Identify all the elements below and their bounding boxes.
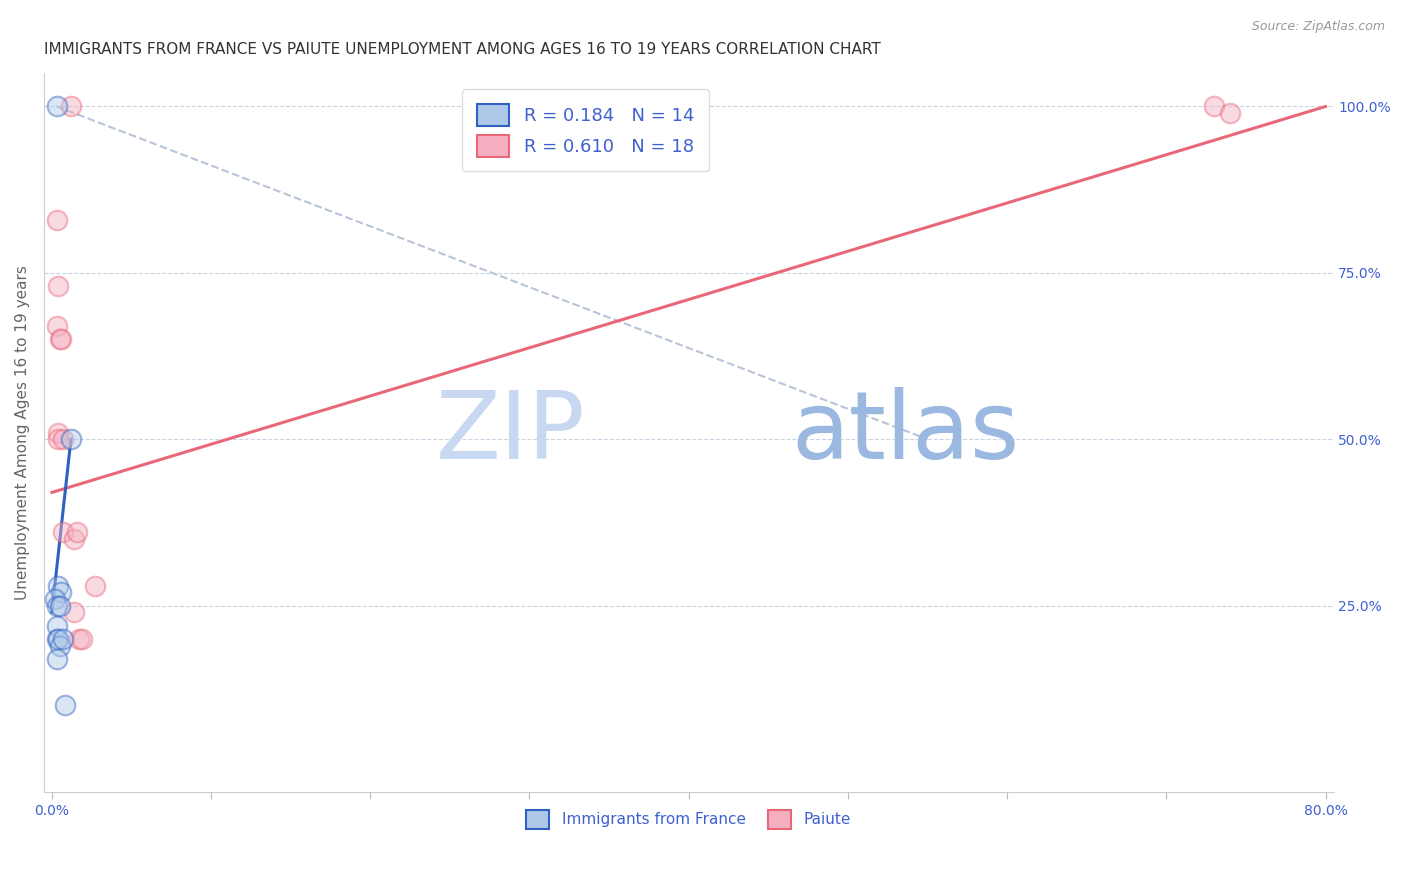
Point: [49, 333, 72, 347]
Legend: Immigrants from France, Paiute: Immigrants from France, Paiute: [520, 804, 858, 835]
Point: [45, 632, 67, 646]
Point: [45, 652, 67, 666]
Point: [52, 525, 75, 540]
Point: [46, 579, 69, 593]
Point: [46, 432, 69, 446]
Point: [59, 432, 82, 446]
Point: [44, 591, 66, 606]
Point: [45, 319, 67, 334]
Point: [51, 333, 73, 347]
Point: [53, 698, 76, 713]
Point: [46, 425, 69, 440]
Point: [45, 599, 67, 613]
Point: [52, 632, 75, 646]
Point: [45, 618, 67, 632]
Point: [46, 279, 69, 293]
Point: [83, 579, 105, 593]
Y-axis label: Unemployment Among Ages 16 to 19 years: Unemployment Among Ages 16 to 19 years: [15, 265, 30, 600]
Point: [70, 632, 93, 646]
Point: [45, 212, 67, 227]
Point: [49, 599, 72, 613]
Text: atlas: atlas: [792, 386, 1021, 479]
Point: [46, 632, 69, 646]
Text: Source: ZipAtlas.com: Source: ZipAtlas.com: [1251, 20, 1385, 33]
Point: [1204, 99, 1226, 113]
Point: [52, 432, 75, 446]
Point: [51, 585, 73, 599]
Point: [63, 532, 86, 546]
Point: [45, 99, 67, 113]
Text: IMMIGRANTS FROM FRANCE VS PAIUTE UNEMPLOYMENT AMONG AGES 16 TO 19 YEARS CORRELAT: IMMIGRANTS FROM FRANCE VS PAIUTE UNEMPLO…: [44, 42, 880, 57]
Point: [66, 525, 89, 540]
Point: [1219, 106, 1241, 120]
Point: [49, 639, 72, 653]
Text: ZIP: ZIP: [436, 386, 585, 479]
Point: [67, 632, 90, 646]
Point: [59, 99, 82, 113]
Point: [63, 605, 86, 619]
